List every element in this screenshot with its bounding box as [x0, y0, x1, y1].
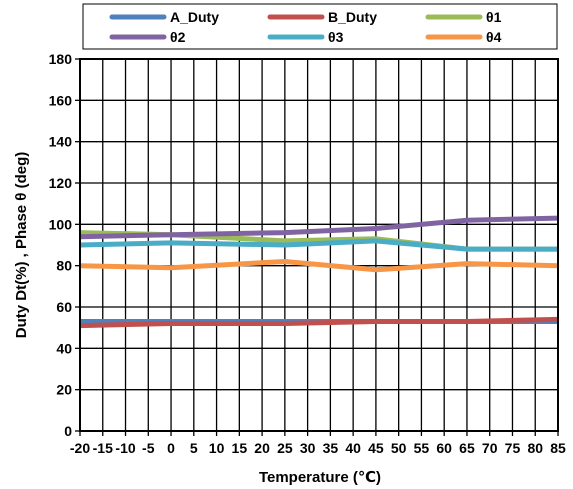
- y-tick-label: 120: [49, 175, 73, 191]
- legend: A_Duty B_Duty θ1 θ2 θ3 θ4: [82, 3, 558, 50]
- y-tick-label: 0: [64, 423, 72, 439]
- x-tick-label: 10: [209, 440, 225, 456]
- x-tick-label: 65: [459, 440, 475, 456]
- legend-label-5: θ4: [486, 29, 502, 45]
- x-tick-label: 75: [505, 440, 521, 456]
- y-tick-label: 100: [49, 216, 73, 232]
- series-line-1: [79, 316, 559, 329]
- legend-label-1: B_Duty: [328, 9, 377, 25]
- y-tick-label: 140: [49, 134, 73, 150]
- legend-label-2: θ1: [486, 9, 502, 25]
- y-tick-label: 180: [49, 51, 73, 67]
- x-tick-label: -20: [70, 440, 90, 456]
- legend-box: [82, 3, 558, 50]
- series-line-4: [79, 238, 558, 252]
- x-tick-label: 20: [254, 440, 270, 456]
- x-tick-label: 45: [368, 440, 384, 456]
- x-tick-label: 80: [527, 440, 543, 456]
- y-tick-label: 60: [56, 299, 72, 315]
- y-axis-title: Duty Dt(%) , Phase θ (deg): [13, 152, 30, 338]
- x-tick-label: 50: [391, 440, 407, 456]
- x-tick-label: -5: [142, 440, 155, 456]
- x-tick-label: 40: [345, 440, 361, 456]
- series-lines: [79, 215, 559, 329]
- series-line-3: [79, 215, 559, 240]
- legend-label-3: θ2: [170, 29, 186, 45]
- y-tick-label: 80: [56, 258, 72, 274]
- x-tick-label: -10: [115, 440, 135, 456]
- x-tick-label: 85: [550, 440, 566, 456]
- plot-area-border: [79, 58, 559, 432]
- x-tick-label: 70: [482, 440, 498, 456]
- y-tick-label: 40: [56, 340, 72, 356]
- x-tick-label: 25: [277, 440, 293, 456]
- x-tick-label: -15: [93, 440, 113, 456]
- y-axis-tick-labels: 0 20 40 60 80 100 120 140 160 180: [49, 51, 73, 439]
- x-tick-label: 55: [414, 440, 430, 456]
- x-tick-label: 60: [436, 440, 452, 456]
- x-axis-tick-labels: -20 -15 -10 -5 0 5 10 15 20 25 30 35 40 45 50 55 60 65 70 7…: [70, 440, 566, 456]
- x-tick-label: 35: [323, 440, 339, 456]
- x-tick-label: 30: [300, 440, 316, 456]
- y-tick-label: 160: [49, 92, 73, 108]
- x-tick-label: 0: [167, 440, 175, 456]
- legend-label-4: θ3: [328, 29, 344, 45]
- x-tick-label: 5: [190, 440, 198, 456]
- y-tick-label: 20: [56, 382, 72, 398]
- legend-label-0: A_Duty: [170, 9, 219, 25]
- x-axis-title: Temperature (℃): [259, 469, 381, 486]
- series-line-5: [79, 259, 559, 273]
- x-tick-label: 15: [232, 440, 248, 456]
